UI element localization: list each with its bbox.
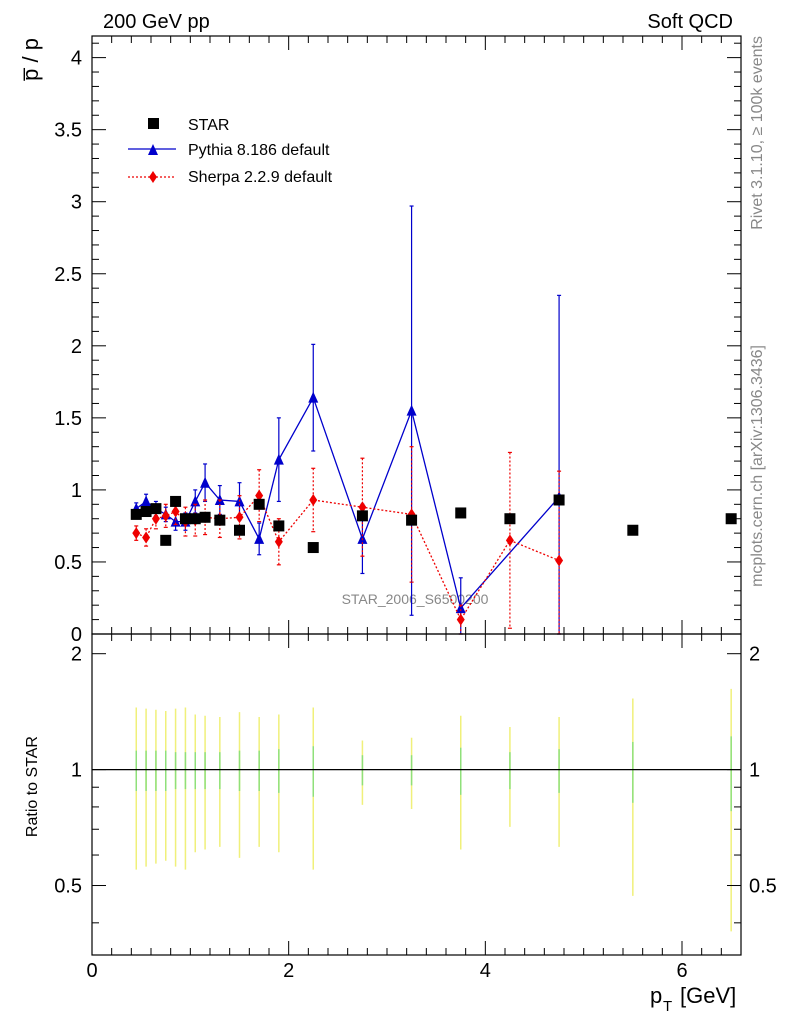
- main-ytick-label: 1: [71, 480, 82, 502]
- star-point: [627, 524, 639, 536]
- main-ytick-label: 4: [71, 48, 82, 70]
- sherpa-point: [505, 534, 514, 547]
- sherpa-point: [255, 489, 264, 502]
- pythia-point: [273, 453, 284, 465]
- analysis-watermark: STAR_2006_S6500200: [342, 591, 489, 607]
- star-point: [150, 503, 162, 515]
- main-ytick-label: 3: [71, 192, 82, 214]
- star-point: [189, 513, 201, 525]
- star-point: [356, 510, 368, 522]
- pythia-point: [455, 602, 466, 614]
- header-left: 200 GeV pp: [103, 11, 210, 33]
- sherpa-point: [132, 527, 141, 540]
- legend-pythia-marker: [148, 144, 158, 155]
- sherpa-point: [358, 501, 367, 514]
- sherpa-point: [274, 535, 283, 548]
- ratio-uncertainty-bands: [135, 688, 732, 932]
- legend-sherpa-label: Sherpa 2.2.9 default: [188, 169, 333, 186]
- sherpa-point: [151, 512, 160, 525]
- star-series: [130, 494, 737, 554]
- xtick-label: 6: [676, 960, 687, 982]
- pythia-point: [406, 404, 417, 416]
- ratio-ytick-label-right: 1: [749, 760, 760, 782]
- x-axis-title-subscript: T: [663, 998, 672, 1015]
- x-axis-title-unit: [GeV]: [680, 983, 736, 1008]
- star-point: [406, 514, 418, 526]
- legend-star-label: STAR: [188, 117, 229, 134]
- xtick-label: 4: [480, 960, 491, 982]
- ratio-ytick-label: 0.5: [54, 876, 82, 898]
- axes-ticks: 00.511.522.533.540.5 0.51 12 20 2 4 6: [54, 36, 777, 982]
- star-point: [170, 495, 182, 507]
- star-point: [253, 498, 265, 510]
- x-axis-title: p T [GeV]: [650, 983, 736, 1015]
- sherpa-point: [555, 554, 564, 567]
- main-ytick-label: 0: [71, 624, 82, 646]
- pythia-point: [200, 476, 211, 488]
- pythia-point: [170, 515, 181, 527]
- legend-star-marker: [148, 118, 159, 129]
- star-point: [140, 506, 152, 518]
- star-point: [553, 494, 565, 506]
- legend: STAR Pythia 8.186 default Sherpa 2.2.9 d…: [128, 117, 333, 186]
- star-point: [273, 520, 285, 532]
- rivet-label: Rivet 3.1.10, ≥ 100k events: [749, 36, 766, 230]
- star-point: [160, 534, 172, 546]
- star-point: [179, 513, 191, 525]
- x-axis-title-p: p: [650, 983, 662, 1008]
- star-point: [725, 513, 737, 525]
- pythia-point: [141, 495, 152, 507]
- star-point: [504, 513, 516, 525]
- main-ytick-label: 2: [71, 336, 82, 358]
- star-point: [199, 511, 211, 523]
- sherpa-point: [456, 613, 465, 626]
- pythia-series: [131, 205, 565, 635]
- star-point: [130, 508, 142, 520]
- sherpa-point: [309, 493, 318, 506]
- xtick-label: 2: [283, 960, 294, 982]
- xtick-label: 0: [86, 960, 97, 982]
- ratio-ytick-label: 2: [71, 644, 82, 666]
- header-right: Soft QCD: [647, 11, 733, 33]
- star-point: [214, 514, 226, 526]
- star-point: [234, 524, 245, 536]
- pythia-point: [254, 532, 265, 544]
- pythia-point: [190, 495, 201, 507]
- pythia-point: [308, 391, 319, 403]
- mcplots-label: mcplots.cern.ch [arXiv:1306.3436]: [749, 345, 766, 587]
- ratio-ylabel: Ratio to STAR: [24, 736, 41, 837]
- ratio-frame: [91, 633, 742, 956]
- main-ytick-label: 3.5: [54, 120, 82, 142]
- sherpa-point: [171, 505, 180, 518]
- ratio-ytick-label-right: 2: [749, 644, 760, 666]
- sherpa-point: [142, 531, 151, 544]
- sherpa-point: [235, 511, 244, 524]
- main-ylabel: p̅ / p: [18, 38, 43, 81]
- main-ytick-label: 1.5: [54, 408, 82, 430]
- legend-sherpa-marker: [149, 171, 157, 183]
- star-point: [455, 507, 467, 519]
- legend-pythia-label: Pythia 8.186 default: [188, 142, 330, 159]
- main-ytick-label: 0.5: [54, 552, 82, 574]
- ratio-ytick-label: 1: [71, 760, 82, 782]
- star-point: [307, 542, 319, 554]
- main-ytick-label: 2.5: [54, 264, 82, 286]
- pythia-line: [135, 396, 560, 610]
- sherpa-point: [161, 509, 170, 522]
- ratio-ytick-label-right: 0.5: [749, 876, 777, 898]
